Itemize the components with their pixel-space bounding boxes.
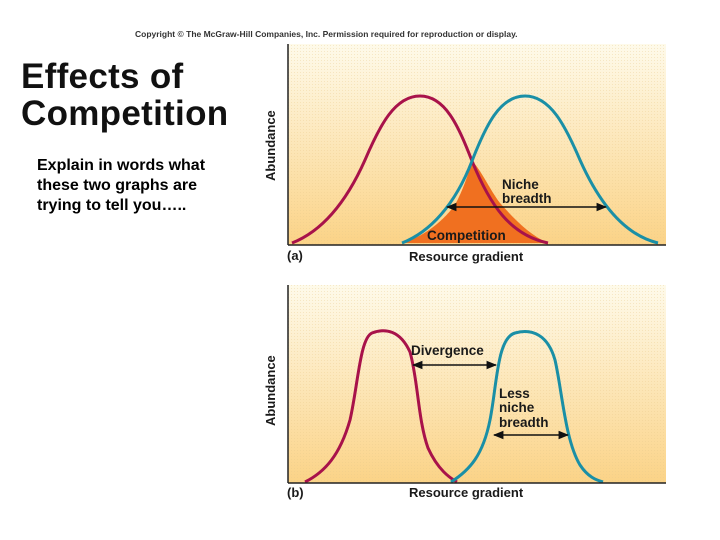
graph-b-y-label: Abundance (263, 355, 278, 426)
graph-b-x-label: Resource gradient (409, 485, 524, 500)
species-1-curve-b (304, 329, 458, 484)
graph-b: Divergence Less niche breadth Abundance … (263, 285, 666, 500)
niche-breadth-label-1: Niche (502, 177, 539, 192)
graph-a-x-label: Resource gradient (409, 249, 524, 264)
slide-title: Effects of Competition (21, 58, 228, 132)
copyright-notice: Copyright © The McGraw-Hill Companies, I… (135, 29, 518, 39)
divergence-label: Divergence (411, 343, 484, 358)
competition-overlap-area (402, 161, 548, 243)
slide-prompt: Explain in words what these two graphs a… (37, 157, 206, 214)
species-2-curve-b (450, 330, 604, 484)
less-niche-breadth-label-3: breadth (499, 415, 549, 430)
graph-a: Niche breadth Competition Abundance (a) … (263, 44, 666, 264)
graph-b-texture (288, 285, 666, 483)
graph-a-y-label: Abundance (263, 110, 278, 181)
competition-label: Competition (427, 228, 506, 243)
niche-breadth-label-2: breadth (502, 191, 552, 206)
less-niche-breadth-label-1: Less (499, 386, 530, 401)
less-niche-breadth-label-2: niche (499, 400, 535, 415)
graph-b-panel-label: (b) (287, 485, 304, 500)
title-line-1: Effects of (21, 57, 184, 96)
graph-a-panel-label: (a) (287, 248, 303, 263)
title-line-2: Competition (21, 94, 229, 133)
